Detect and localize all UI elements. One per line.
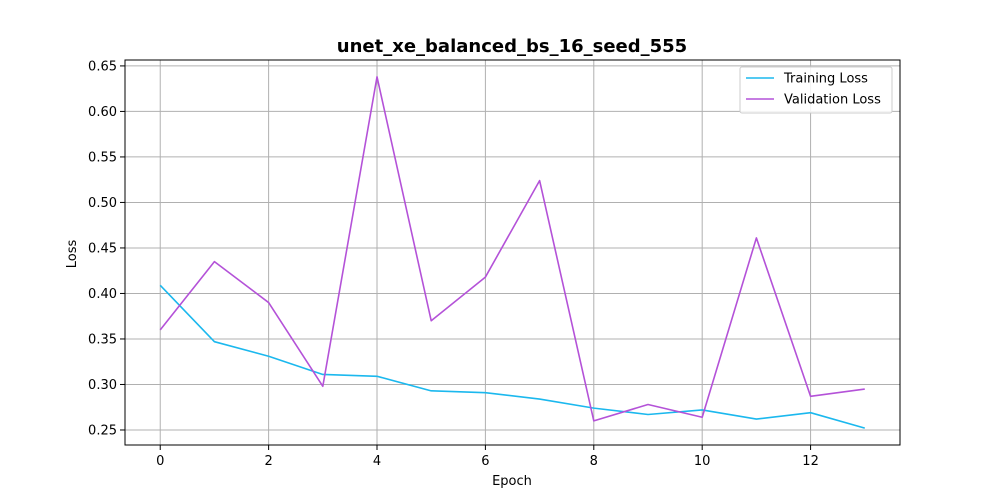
y-tick-label: 0.55 (88, 150, 117, 165)
y-tick-label: 0.45 (88, 241, 117, 256)
legend-label-training-loss: Training Loss (783, 72, 868, 87)
x-tick-label: 12 (802, 454, 819, 469)
y-tick-label: 0.60 (88, 105, 117, 120)
grid (125, 60, 900, 445)
y-axis-title: Loss (65, 240, 80, 269)
legend: Training Loss Validation Loss (739, 66, 893, 114)
y-tick-label: 0.40 (88, 287, 117, 302)
axis-ticks: 0 2 4 6 8 10 12 0.25 0.30 0.35 0.40 0.45 0.50 0.55 0.6… (88, 59, 819, 469)
x-axis-title: Epoch (492, 474, 532, 489)
x-tick-label: 4 (373, 454, 381, 469)
x-tick-label: 10 (694, 454, 711, 469)
x-tick-label: 2 (264, 454, 272, 469)
legend-entries: Training Loss Validation Loss (746, 72, 881, 108)
x-tick-label: 6 (481, 454, 489, 469)
chart-title: unet_xe_balanced_bs_16_seed_555 (337, 36, 687, 57)
y-tick-label: 0.65 (88, 59, 117, 74)
x-tick-label: 0 (156, 454, 164, 469)
legend-box (739, 66, 893, 114)
validation-loss-line (159, 76, 865, 422)
training-loss-line (159, 284, 865, 429)
legend-label-validation-loss: Validation Loss (784, 93, 881, 108)
y-tick-label: 0.50 (88, 196, 117, 211)
series-lines (159, 76, 865, 429)
y-tick-label: 0.25 (88, 423, 117, 438)
plot-frame (124, 59, 901, 446)
y-tick-label: 0.30 (88, 378, 117, 393)
x-tick-label: 8 (590, 454, 598, 469)
y-tick-label: 0.35 (88, 332, 117, 347)
